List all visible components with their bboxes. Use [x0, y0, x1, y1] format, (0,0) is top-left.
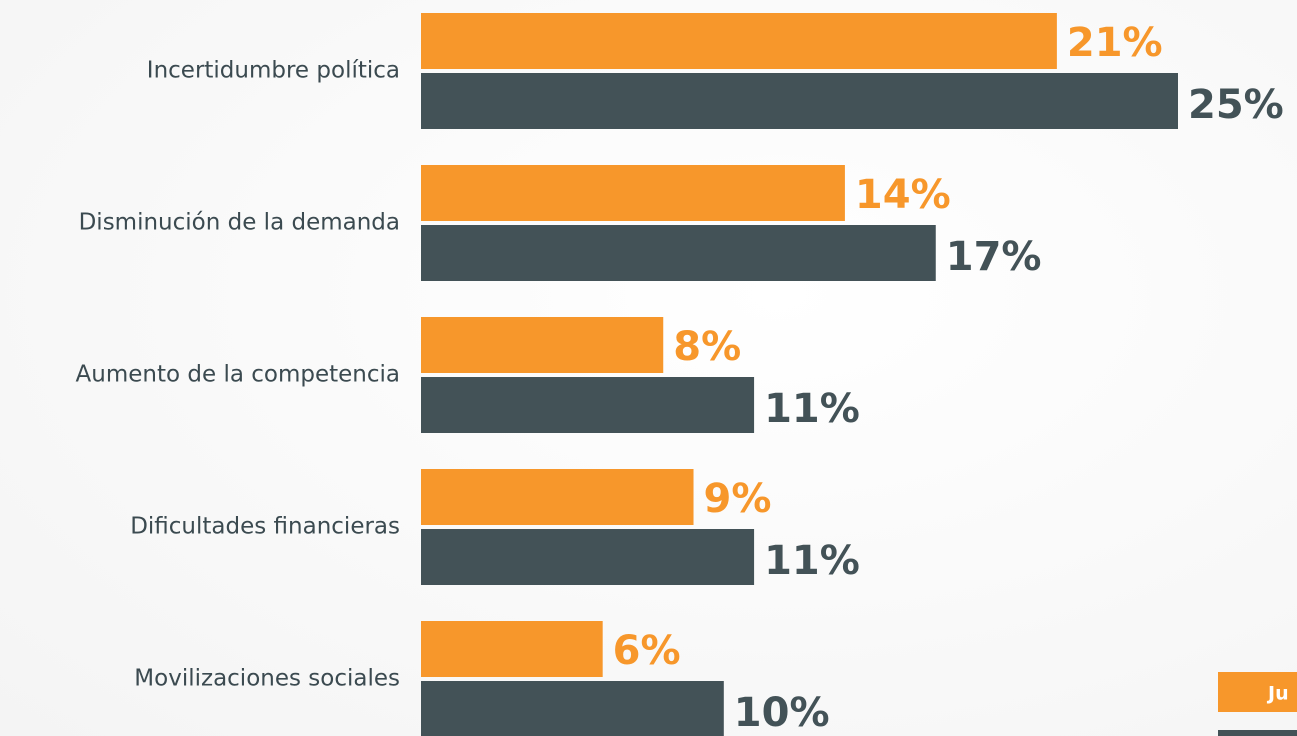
value-label: 14% [855, 172, 951, 218]
value-label: 11% [764, 538, 860, 584]
bar [421, 165, 845, 221]
bar [421, 621, 603, 677]
value-label: 21% [1067, 20, 1163, 66]
category-label: Movilizaciones sociales [134, 666, 400, 692]
value-label: 6% [613, 628, 681, 674]
value-label: 25% [1188, 82, 1284, 128]
bar [421, 317, 664, 373]
category-label: Incertidumbre política [147, 58, 400, 84]
value-label: 8% [673, 324, 741, 370]
value-label: 9% [704, 476, 772, 522]
category-label: Aumento de la competencia [76, 362, 400, 388]
category-label: Dificultades financieras [130, 514, 400, 540]
bar [421, 377, 755, 433]
category-label: Disminución de la demanda [79, 210, 400, 236]
bar [421, 681, 724, 736]
legend-label: Ju [1266, 683, 1289, 705]
bar [421, 13, 1057, 69]
value-label: 10% [734, 690, 830, 736]
legend-swatch [1218, 730, 1297, 736]
legend-swatch [1218, 672, 1297, 712]
bar [421, 225, 936, 281]
bar [421, 469, 694, 525]
bar [421, 73, 1178, 129]
value-label: 17% [946, 234, 1042, 280]
value-label: 11% [764, 386, 860, 432]
bar [421, 529, 755, 585]
